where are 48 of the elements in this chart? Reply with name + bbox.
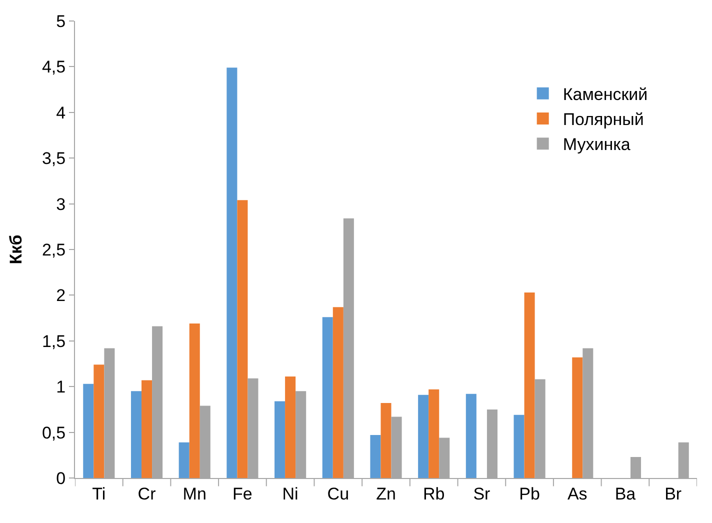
bar [322,317,333,478]
x-tick-label: Zn [376,484,396,504]
bar [94,364,104,478]
bar [332,307,344,478]
x-tick-label: Cu [327,484,350,504]
x-tick-label: Ni [282,484,298,504]
y-tick-label: 1,5 [42,332,66,351]
bar [178,442,190,478]
bar [514,414,524,478]
bar [237,200,248,478]
bar [274,401,286,478]
y-tick-label: 0 [56,468,66,488]
y-tick-label: 4 [56,103,66,122]
bar [189,324,200,478]
legend-label: Каменский [562,85,648,104]
bar [130,391,142,478]
bar [83,384,94,478]
x-tick-label: Cr [138,484,156,504]
y-tick-label: 2,5 [42,240,66,260]
x-tick-label: Fe [232,484,252,504]
bar [428,389,440,478]
legend-label: Мухинка [562,135,631,154]
x-tick-label: Br [664,484,682,504]
bar [466,394,476,478]
x-tick-label: Pb [519,484,540,504]
x-tick-label: As [567,484,588,504]
legend-label: Полярный [562,110,644,130]
y-axis-title: Ккб [6,234,26,264]
y-tick-label: 2 [56,286,66,306]
x-tick-label: Ba [614,484,636,504]
y-tick-label: 4,5 [42,58,66,77]
y-tick-label: 0,5 [42,423,66,442]
y-tick-label: 1 [56,378,66,397]
bar [226,68,238,478]
bar [572,357,583,478]
bar [524,292,535,478]
y-tick-label: 5 [56,12,66,31]
bar [285,376,296,478]
x-tick-label: Sr [473,484,491,504]
bar [370,435,381,478]
y-tick-label: 3,5 [42,149,66,168]
bar [142,380,152,478]
x-tick-label: Rb [422,484,445,504]
bar [418,394,429,478]
y-tick-label: 3 [56,194,66,214]
bar [380,403,392,478]
x-tick-label: Ti [92,484,106,504]
x-tick-label: Mn [182,484,206,504]
